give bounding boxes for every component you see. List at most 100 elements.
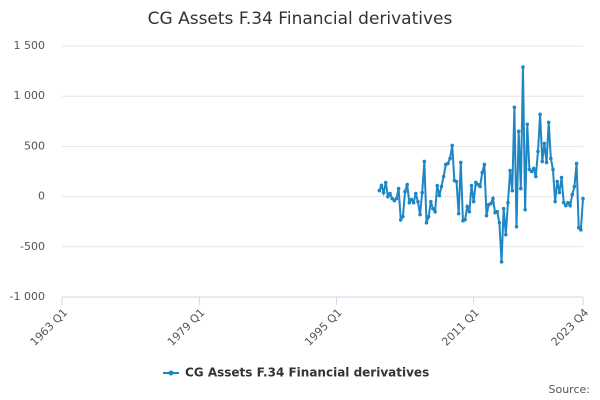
data-point [456,211,461,216]
data-point [489,201,493,206]
data-point [534,174,538,179]
data-point [446,161,450,166]
data-point [495,209,500,214]
data-point [388,191,392,196]
data-point [529,169,534,174]
data-point [514,224,519,229]
data-point [458,160,463,165]
data-point [396,186,401,191]
data-point [416,199,420,204]
data-point [433,209,437,214]
data-point [413,191,418,196]
data-point [420,190,424,195]
data-point [465,204,470,209]
data-point [542,141,547,146]
data-point [428,199,433,204]
data-point [561,200,566,205]
data-point [418,212,422,217]
data-point [403,189,407,194]
data-point [448,156,452,161]
x-tick-label: 1995 Q1 [302,306,345,349]
data-point [469,183,474,188]
data-point [386,194,390,199]
data-point [463,217,467,222]
data-point [521,65,525,69]
x-tick-label: 2023 Q4 [549,306,592,349]
legend-label: CG Assets F.34 Financial derivatives [185,366,429,380]
x-tick-label: 1963 Q1 [28,306,71,349]
data-point [546,120,551,125]
data-point [510,188,515,193]
data-point [572,184,577,189]
data-point [411,200,416,205]
data-point [501,206,506,211]
y-tick-label: 1 000 [14,89,46,102]
data-point [379,183,384,188]
data-point [553,199,557,204]
data-point [484,213,489,218]
data-point [497,220,502,225]
data-point [435,183,440,188]
data-point [381,190,386,195]
legend-marker [168,370,174,376]
data-point [512,105,517,110]
data-point [574,161,579,166]
data-point [431,206,435,211]
data-point [557,190,562,195]
data-point [508,168,512,173]
data-point [409,197,414,202]
y-tick-label: 0 [38,190,45,203]
data-point [564,203,568,208]
data-point [531,166,536,171]
data-point [544,160,549,165]
data-point [540,159,545,164]
x-tick-label: 1979 Q1 [165,306,208,349]
data-point [394,196,399,201]
data-point [439,184,444,189]
data-point [506,200,510,205]
data-point [401,214,405,219]
y-tick-label: 1 500 [14,39,46,52]
data-point [568,203,572,208]
data-point [467,209,472,214]
data-point [424,220,429,225]
data-point [407,200,412,205]
data-point [377,188,382,193]
data-point [566,200,570,205]
data-point [471,199,476,204]
data-point [551,167,555,172]
data-point [525,122,530,127]
data-point [538,112,542,117]
data-point [499,260,504,264]
data-point [523,207,527,212]
y-tick-label: -500 [20,240,45,253]
data-point [570,192,575,197]
y-tick-label: 500 [24,139,45,152]
x-tick-label: 2011 Q1 [439,306,482,349]
data-point [581,196,585,201]
data-point [482,162,487,167]
data-point [559,175,564,180]
y-tick-label: -1 000 [10,290,45,303]
data-point [478,184,482,189]
data-point [491,196,495,201]
data-point [504,232,508,237]
data-point [383,180,388,185]
data-point [536,149,540,154]
source: Source: [549,383,591,396]
data-point [426,214,431,219]
data-point [480,170,485,175]
data-point [405,182,409,187]
data-point [437,193,442,198]
data-point [422,159,427,164]
data-point [398,217,403,222]
data-point [549,156,553,161]
data-point [454,179,459,184]
data-point [441,174,446,179]
data-point [579,227,583,232]
data-point [516,129,521,134]
data-point [450,143,455,148]
data-point [555,179,560,184]
chart-title: CG Assets F.34 Financial derivatives [148,9,453,29]
